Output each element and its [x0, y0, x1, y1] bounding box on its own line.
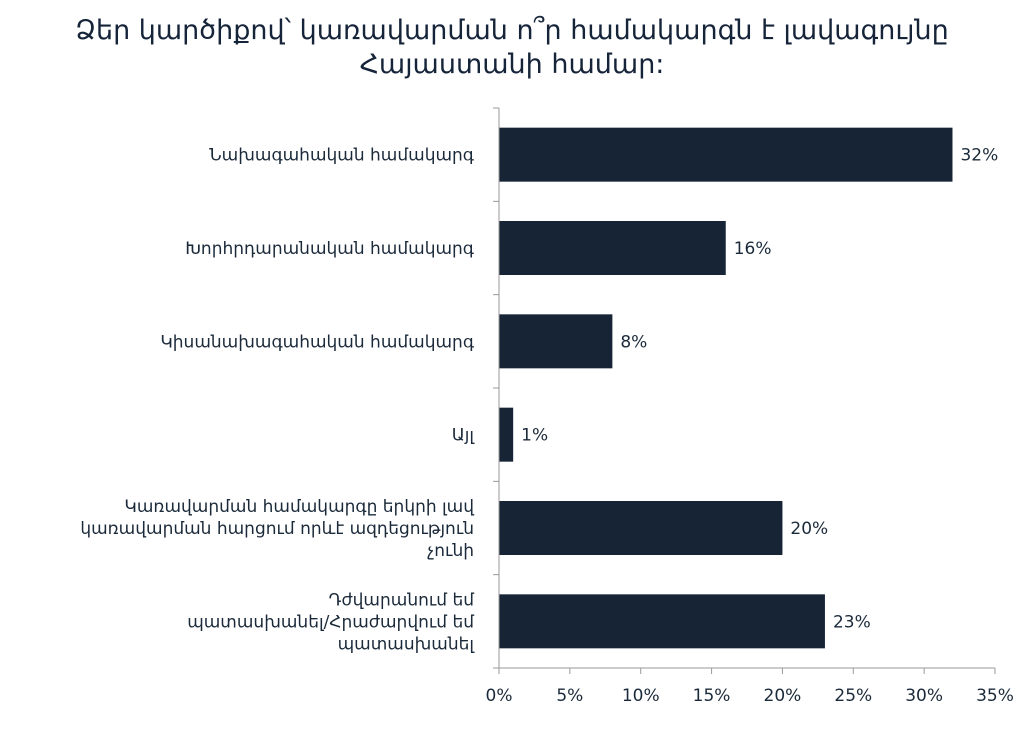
category-label-line: Նախագահական համակարգ [209, 146, 475, 166]
category-label: Այլ [452, 426, 476, 446]
category-label-line: Կիսանախագահական համակարգ [160, 332, 474, 352]
bar [499, 501, 783, 555]
labels-layer: 0% 5% 10% 15% 20% 25% 30% 35% 32% Նախագահական համ… [80, 146, 1014, 706]
data-label: 8% [620, 332, 647, 352]
bar [499, 314, 613, 369]
category-label: Դժվարանում եմ պատասխանել/Հրաժարվում եմ պատ… [187, 590, 475, 654]
category-label: Նախագահական համակարգ [209, 146, 475, 166]
category-label: Կիսանախագահական համակարգ [160, 332, 474, 352]
x-tick-label: 30% [905, 686, 943, 706]
x-tick-label: 0% [486, 686, 513, 706]
data-label: 32% [960, 146, 998, 166]
axis-layer [493, 107, 996, 674]
data-label: 20% [790, 519, 828, 539]
bar [499, 594, 825, 649]
category-label-line: Խորհրդարանական համակարգ [185, 239, 475, 259]
category-label-line: չունի [427, 541, 474, 561]
x-tick-label: 35% [976, 686, 1014, 706]
x-tick-label: 15% [693, 686, 731, 706]
x-tick-label: 5% [556, 686, 583, 706]
x-tick-label: 10% [622, 686, 660, 706]
chart-title: Ձեր կարծիքով՝ կառավարման ո՞ր համակարգն է… [75, 15, 949, 80]
x-tick-label: 25% [834, 686, 872, 706]
bars-layer [499, 127, 953, 649]
bar [499, 407, 514, 462]
x-tick-label: 20% [764, 686, 802, 706]
category-label-line: կառավարման հարցում որևէ ազդեցություն [80, 519, 474, 539]
category-label-line: պատասխանել [338, 634, 476, 654]
bar [499, 127, 953, 182]
category-label-line: պատասխանել/Հրաժարվում եմ [187, 612, 474, 632]
category-label: Կառավարման համակարգը երկրի լավ կառավարման… [80, 497, 474, 561]
data-label: 23% [833, 612, 871, 632]
bar [499, 221, 726, 275]
data-label: 1% [521, 426, 548, 446]
data-label: 16% [734, 239, 772, 259]
category-label-line: Կառավարման համակարգը երկրի լավ [124, 497, 474, 517]
category-label-line: Այլ [452, 426, 476, 446]
category-label-line: Դժվարանում եմ [329, 590, 475, 610]
category-label: Խորհրդարանական համակարգ [185, 239, 475, 259]
